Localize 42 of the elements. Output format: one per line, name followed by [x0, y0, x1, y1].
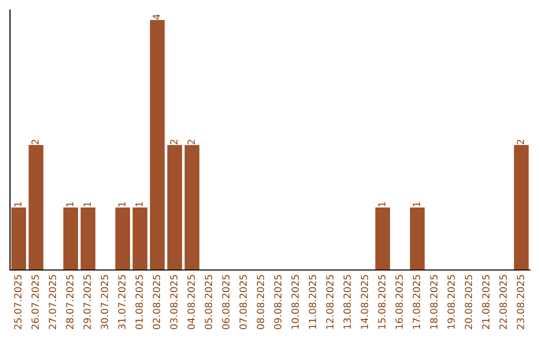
x-tick-label: 29.07.2025	[83, 275, 91, 330]
x-tick-label: 27.07.2025	[48, 275, 56, 330]
x-tick-label: 25.07.2025	[14, 275, 22, 330]
x-tick-label: 20.08.2025	[464, 275, 472, 330]
x-tick-label: 02.08.2025	[152, 275, 160, 330]
data-label: 1	[118, 202, 126, 206]
x-tick-label: 28.07.2025	[66, 275, 74, 330]
data-label: 1	[412, 202, 420, 206]
x-tick-label: 10.08.2025	[291, 275, 299, 329]
x-tick-label: 17.08.2025	[412, 275, 420, 329]
x-tick-label: 22.08.2025	[499, 275, 507, 330]
x-tick-label: 04.08.2025	[187, 275, 195, 330]
data-label: 2	[170, 140, 178, 144]
data-label: 2	[516, 140, 524, 144]
data-label: 1	[84, 202, 91, 206]
x-tick-label: 21.08.2025	[482, 275, 490, 330]
x-tick-label: 07.08.2025	[239, 275, 247, 330]
x-tick-label: 09.08.2025	[274, 275, 282, 330]
x-tick-label: 01.08.2025	[135, 275, 143, 330]
x-tick-label: 19.08.2025	[447, 275, 455, 329]
x-tick-label: 15.08.2025	[378, 275, 386, 329]
x-tick-label: 30.07.2025	[100, 275, 108, 330]
x-tick-label: 12.08.2025	[326, 275, 334, 329]
x-tick-label: 18.08.2025	[430, 275, 438, 329]
data-label: 4	[152, 14, 160, 20]
x-tick-label: 13.08.2025	[343, 275, 351, 329]
data-label: 1	[136, 202, 143, 206]
data-label: 1	[66, 202, 74, 206]
x-tick-label: 03.08.2025	[170, 275, 178, 330]
x-tick-label: 14.08.2025	[360, 275, 368, 329]
data-label: 2	[31, 140, 39, 144]
data-label: 1	[378, 202, 386, 206]
x-tick-label: 16.08.2025	[395, 275, 403, 329]
data-label: 1	[14, 202, 22, 206]
x-tick-label: 05.08.2025	[204, 275, 212, 330]
x-tick-label: 31.07.2025	[118, 275, 126, 330]
x-tick-label: 23.08.2025	[516, 275, 524, 330]
x-tick-label: 11.08.2025	[308, 275, 316, 329]
x-tick-label: 26.07.2025	[31, 275, 39, 330]
x-tick-label: 08.08.2025	[256, 275, 264, 330]
data-label: 2	[187, 140, 195, 144]
x-tick-label: 06.08.2025	[222, 275, 230, 330]
